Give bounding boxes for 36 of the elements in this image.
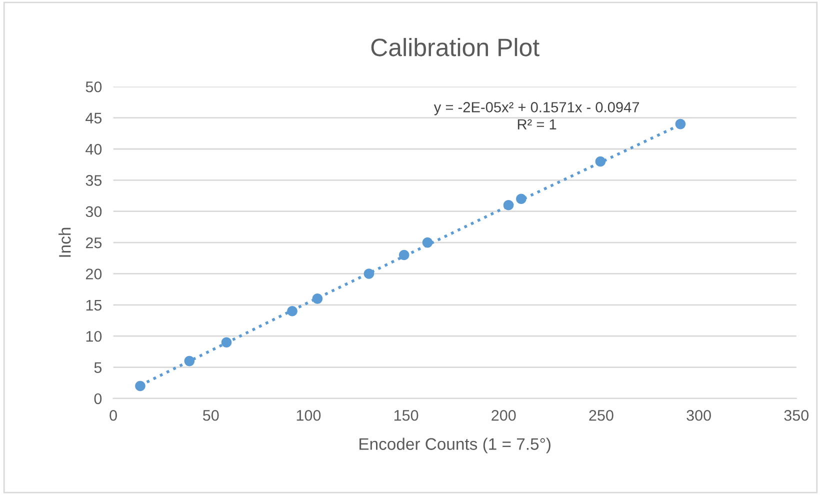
y-axis-title: Inch [58,228,71,257]
x-axis-title: Encoder Counts (1 = 7.5°) [360,438,550,454]
x-tick-label: 0 [110,410,117,421]
x-tick-label: 250 [589,410,614,421]
point [184,356,195,366]
point [675,118,686,130]
y-tick-label: 20 [86,268,102,280]
point [398,250,410,260]
y-tick-label: 0 [94,393,102,404]
chart-title: Calibration Plot [371,38,540,56]
annotation: R² = 1 [518,119,556,130]
y-tick-label: 45 [86,112,102,124]
y-tick-label: 10 [86,330,102,342]
y-tick-label: 25 [86,237,102,248]
point [221,337,232,348]
x-tick-label: 200 [492,410,516,421]
point [422,237,433,248]
x-tick-label: 300 [686,410,711,421]
point [135,380,146,392]
y-tick-label: 15 [86,300,102,311]
x-tick-label: 50 [202,410,219,421]
x-tick-label: 100 [296,410,321,421]
point [287,306,298,316]
annotation: y = -2E-05x² + 0.1571x - 0.0947 [434,102,640,116]
x-tick-label: 150 [394,410,418,421]
x-tick-label: 350 [784,410,809,421]
point [503,200,514,210]
point [516,194,526,204]
point [364,268,374,279]
y-tick-label: 50 [86,81,102,92]
y-tick-label: 5 [94,362,102,373]
y-tick-label: 35 [86,175,102,186]
y-tick-label: 40 [86,144,102,155]
point [312,294,323,304]
point [595,156,606,167]
y-tick-label: 30 [86,206,102,218]
